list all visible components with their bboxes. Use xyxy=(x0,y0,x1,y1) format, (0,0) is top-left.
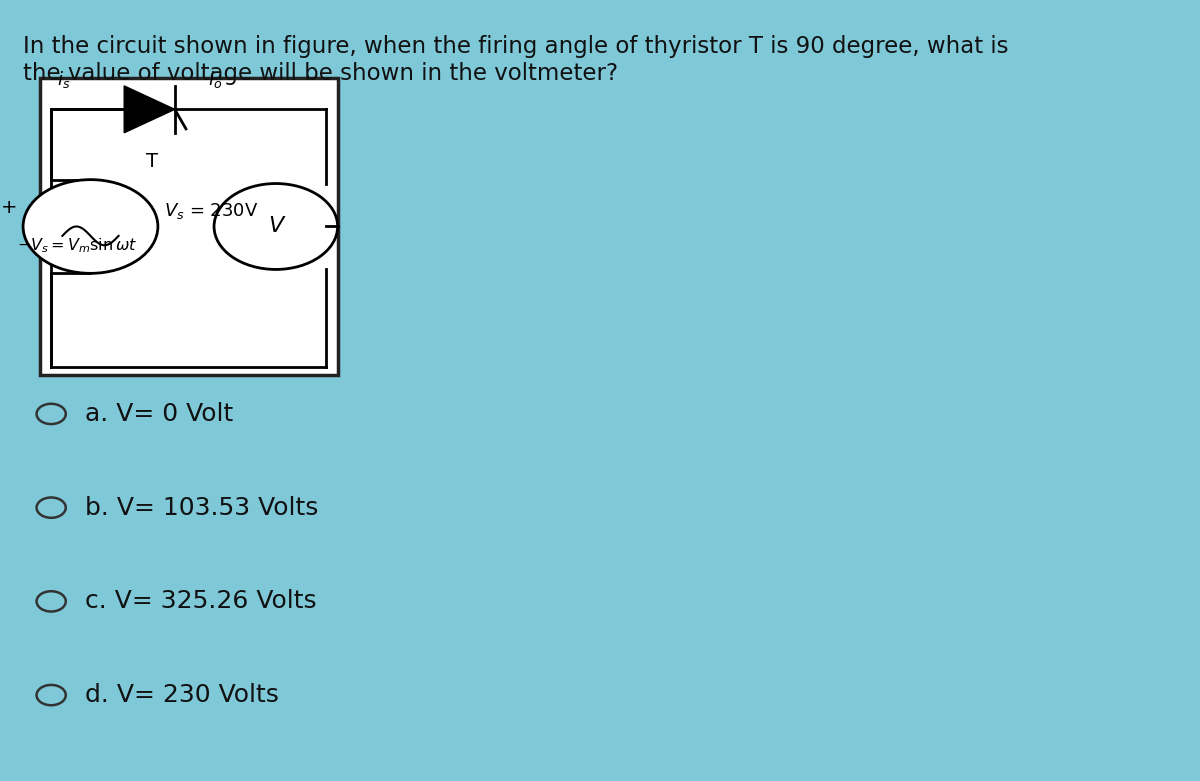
Text: $V_s$ = 230V: $V_s$ = 230V xyxy=(163,201,258,221)
Polygon shape xyxy=(124,86,175,133)
Circle shape xyxy=(214,184,337,269)
Text: d. V= 230 Volts: d. V= 230 Volts xyxy=(85,683,278,707)
FancyBboxPatch shape xyxy=(40,78,337,375)
Text: b. V= 103.53 Volts: b. V= 103.53 Volts xyxy=(85,496,318,519)
Text: +: + xyxy=(1,198,18,217)
Text: T: T xyxy=(146,152,158,171)
Text: $i_s$: $i_s$ xyxy=(56,69,70,90)
Text: a. V= 0 Volt: a. V= 0 Volt xyxy=(85,402,233,426)
Text: $i_o$: $i_o$ xyxy=(209,69,222,90)
Circle shape xyxy=(23,180,158,273)
Text: V: V xyxy=(269,216,283,237)
Text: $- V_s = V_m \sin\omega t$: $- V_s = V_m \sin\omega t$ xyxy=(18,237,138,255)
Text: In the circuit shown in figure, when the firing angle of thyristor T is 90 degre: In the circuit shown in figure, when the… xyxy=(23,35,1008,85)
Text: c. V= 325.26 Volts: c. V= 325.26 Volts xyxy=(85,590,317,613)
